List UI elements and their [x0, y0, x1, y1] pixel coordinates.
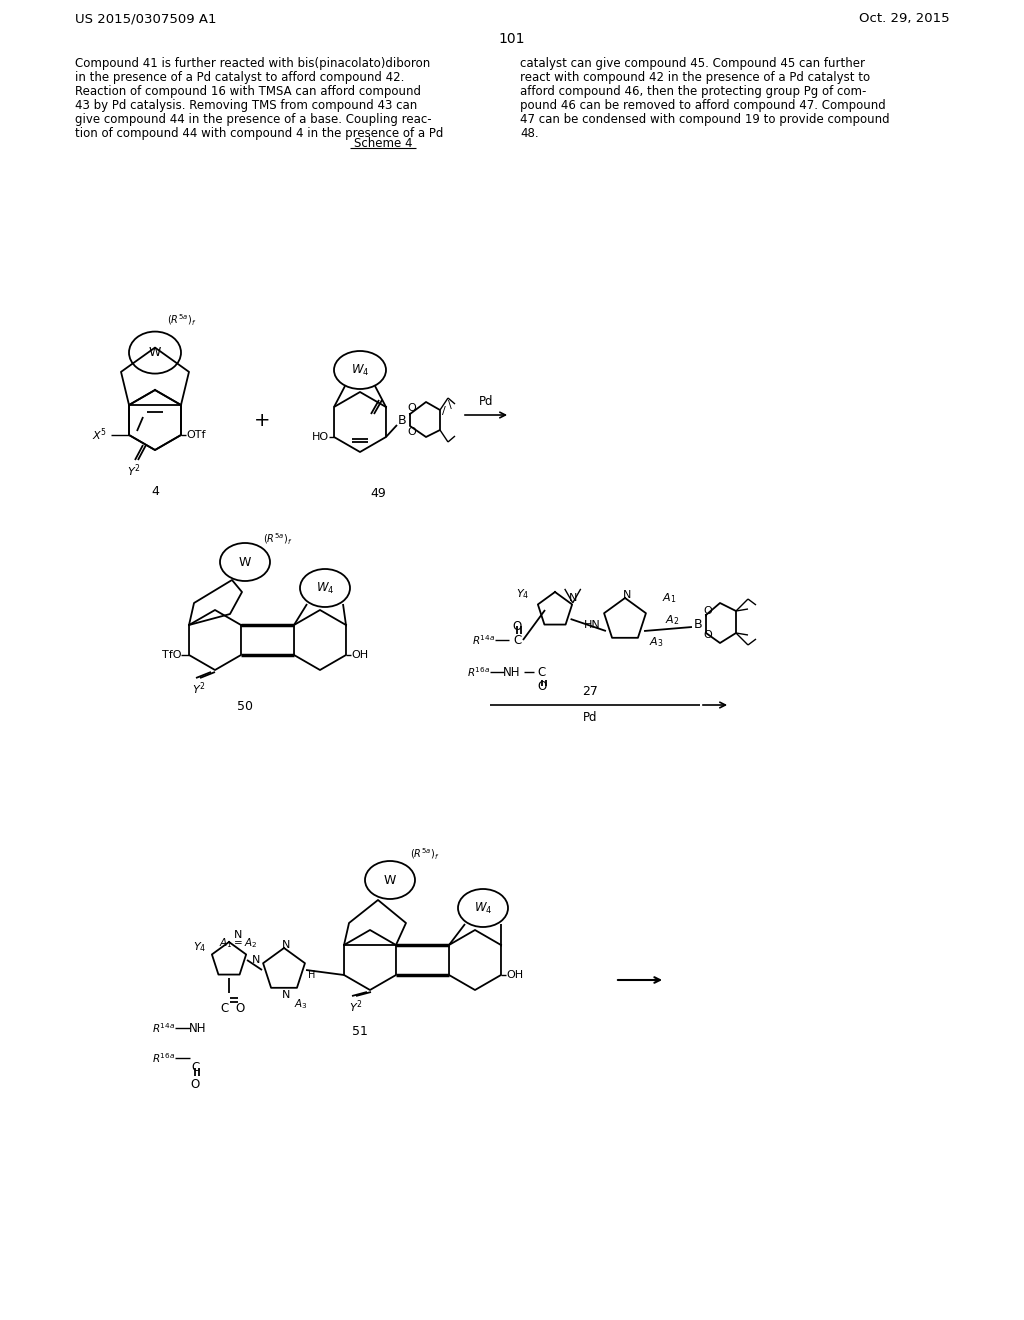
Text: B: B	[693, 619, 702, 631]
Text: Scheme 4: Scheme 4	[353, 137, 413, 150]
Text: /: /	[442, 407, 445, 416]
Text: $A_1{=}A_2$: $A_1{=}A_2$	[219, 936, 257, 950]
Text: N: N	[282, 990, 290, 1001]
Text: $Y_4$: $Y_4$	[193, 940, 206, 954]
Text: 48.: 48.	[520, 127, 539, 140]
Text: $Y^2$: $Y^2$	[193, 680, 206, 697]
Text: OTf: OTf	[186, 430, 206, 440]
Text: Pd: Pd	[583, 711, 597, 723]
Text: 49: 49	[370, 487, 386, 500]
Text: HN: HN	[585, 620, 601, 630]
Text: tion of compound 44 with compound 4 in the presence of a Pd: tion of compound 44 with compound 4 in t…	[75, 127, 443, 140]
Text: $Y^2$: $Y^2$	[127, 462, 140, 479]
Text: $R^{14a}$: $R^{14a}$	[472, 634, 495, 647]
Text: O: O	[408, 426, 417, 437]
Text: NH: NH	[503, 665, 521, 678]
Text: Compound 41 is further reacted with bis(pinacolato)diboron: Compound 41 is further reacted with bis(…	[75, 57, 430, 70]
Text: W: W	[148, 346, 161, 359]
Text: give compound 44 in the presence of a base. Coupling reac-: give compound 44 in the presence of a ba…	[75, 114, 432, 125]
Text: C: C	[190, 1061, 199, 1074]
Text: $W_4$: $W_4$	[351, 363, 370, 378]
Text: N: N	[233, 931, 243, 940]
Text: $(R^{5a})_f$: $(R^{5a})_f$	[410, 846, 439, 862]
Text: B: B	[397, 413, 407, 426]
Text: \: \	[449, 400, 452, 411]
Text: Reaction of compound 16 with TMSA can afford compound: Reaction of compound 16 with TMSA can af…	[75, 84, 421, 98]
Text: C: C	[538, 665, 546, 678]
Text: $(R^{5a})_f$: $(R^{5a})_f$	[263, 532, 292, 546]
Text: $R^{16a}$: $R^{16a}$	[152, 1051, 175, 1065]
Text: N: N	[623, 590, 631, 601]
Text: $W_4$: $W_4$	[474, 900, 493, 916]
Text: 101: 101	[499, 32, 525, 46]
Text: $X^5$: $X^5$	[92, 426, 108, 444]
Text: 47 can be condensed with compound 19 to provide compound: 47 can be condensed with compound 19 to …	[520, 114, 890, 125]
Text: in the presence of a Pd catalyst to afford compound 42.: in the presence of a Pd catalyst to affo…	[75, 71, 404, 84]
Text: N: N	[282, 940, 290, 950]
Text: W: W	[239, 556, 251, 569]
Text: O: O	[236, 1002, 245, 1015]
Text: $R^{14a}$: $R^{14a}$	[152, 1022, 175, 1035]
Text: 50: 50	[237, 700, 253, 713]
Text: Oct. 29, 2015: Oct. 29, 2015	[859, 12, 950, 25]
Text: O: O	[703, 606, 713, 616]
Text: $Y^2$: $Y^2$	[349, 998, 362, 1015]
Text: O: O	[703, 630, 713, 640]
Text: O: O	[408, 403, 417, 413]
Text: O: O	[538, 680, 547, 693]
Text: 4: 4	[152, 484, 159, 498]
Text: N: N	[252, 954, 260, 965]
Text: react with compound 42 in the presence of a Pd catalyst to: react with compound 42 in the presence o…	[520, 71, 870, 84]
Text: H: H	[308, 970, 315, 979]
Text: $A_1$: $A_1$	[662, 591, 677, 605]
Text: $(R^{5a})_f$: $(R^{5a})_f$	[167, 313, 197, 327]
Text: $W_4$: $W_4$	[315, 581, 334, 595]
Text: US 2015/0307509 A1: US 2015/0307509 A1	[75, 12, 216, 25]
Text: $A_3$: $A_3$	[649, 635, 664, 649]
Text: HO: HO	[312, 432, 329, 442]
Text: 27: 27	[582, 685, 598, 698]
Text: C: C	[220, 1002, 228, 1015]
Text: $R^{16a}$: $R^{16a}$	[467, 665, 490, 678]
Text: O: O	[190, 1078, 200, 1092]
Text: 43 by Pd catalysis. Removing TMS from compound 43 can: 43 by Pd catalysis. Removing TMS from co…	[75, 99, 417, 112]
Text: 51: 51	[352, 1026, 368, 1038]
Text: NH: NH	[189, 1022, 207, 1035]
Text: catalyst can give compound 45. Compound 45 can further: catalyst can give compound 45. Compound …	[520, 57, 865, 70]
Text: $A_3$: $A_3$	[294, 997, 308, 1011]
Text: N: N	[568, 593, 577, 603]
Text: $Y_4$: $Y_4$	[516, 587, 529, 601]
Text: pound 46 can be removed to afford compound 47. Compound: pound 46 can be removed to afford compou…	[520, 99, 886, 112]
Text: $A_2$: $A_2$	[665, 612, 679, 627]
Text: O: O	[512, 619, 521, 632]
Text: C: C	[513, 634, 521, 647]
Text: W: W	[384, 874, 396, 887]
Text: TfO: TfO	[162, 649, 181, 660]
Text: Pd: Pd	[479, 395, 494, 408]
Text: afford compound 46, then the protecting group Pg of com-: afford compound 46, then the protecting …	[520, 84, 866, 98]
Text: OH: OH	[351, 649, 368, 660]
Text: OH: OH	[506, 970, 523, 979]
Text: +: +	[254, 411, 270, 429]
